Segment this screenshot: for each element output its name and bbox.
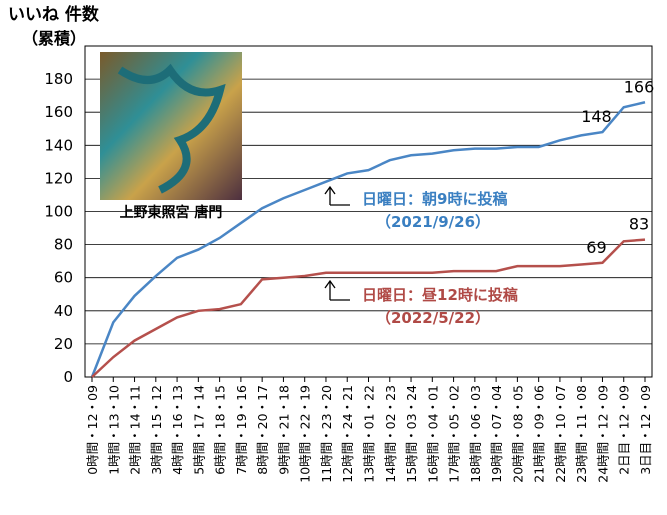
y-tick-label: 140: [44, 136, 73, 154]
x-tick-label: 22時間・10・07: [553, 385, 568, 483]
y-tick-label: 60: [54, 269, 73, 287]
x-tick-label: 19時間・07・04: [489, 385, 504, 483]
x-tick-label: 23時間・11・08: [574, 385, 589, 483]
x-tick-label: 13時間・01・22: [362, 385, 377, 483]
annotation-arrow: [324, 185, 350, 301]
y-axis-label: （累積）: [22, 29, 86, 48]
x-tick-label: 1時間・13・10: [106, 385, 121, 475]
series-note: （2022/5/22）: [376, 309, 490, 327]
data-label: 148: [581, 107, 612, 126]
y-tick-label: 80: [54, 236, 73, 254]
series-line: [91, 238, 646, 378]
x-tick-label: 10時間・22・19: [298, 385, 313, 483]
photo-detail: [117, 63, 226, 194]
data-label: 83: [629, 215, 649, 234]
y-tick-label: 40: [54, 302, 73, 320]
x-tick-label: 20時間・08・05: [510, 385, 525, 483]
x-tick-label: 11時間・23・20: [319, 385, 334, 483]
x-tick-label: 6時間・18・15: [213, 385, 228, 475]
x-tick-label: 8時間・20・17: [255, 385, 270, 475]
x-tick-label: 18時間・06・03: [468, 385, 483, 483]
x-tick-label: 5時間・17・14: [191, 385, 206, 475]
x-tick-label: 12時間・24・21: [340, 385, 355, 483]
x-tick-label: 2時間・14・11: [128, 385, 143, 475]
series-annotation: 日曜日：朝9時に投稿: [362, 190, 507, 208]
y-tick-label: 100: [44, 203, 73, 221]
x-tick-label: 9時間・21・18: [276, 385, 291, 475]
x-tick-label: 3時間・15・12: [149, 385, 164, 475]
x-tick-label: 3日目・12・09: [638, 385, 653, 475]
data-label: 69: [586, 238, 606, 257]
x-tick-label: 15時間・03・24: [404, 385, 419, 483]
x-tick-label: 7時間・19・16: [234, 385, 249, 475]
x-tick-label: 4時間・16・13: [170, 385, 185, 475]
x-tick-label: 14時間・02・23: [383, 385, 398, 483]
photo-caption: 上野東照宮 唐門: [120, 204, 223, 221]
y-tick-label: 180: [44, 70, 73, 88]
data-label: 166: [624, 77, 655, 96]
series-line: [90, 101, 646, 378]
x-tick-label: 17時間・05・02: [447, 385, 462, 483]
y-tick-label: 160: [44, 103, 73, 121]
x-tick-label: 16時間・04・01: [425, 385, 440, 483]
x-tick-label: 24時間・12・09: [595, 385, 610, 483]
x-tick-label: 21時間・09・06: [532, 385, 547, 483]
y-tick-label: 0: [63, 368, 73, 386]
y-tick-label: 120: [44, 169, 73, 187]
x-tick-label: 2日目・12・09: [617, 385, 632, 475]
series-annotation: 日曜日：昼12時に投稿: [362, 286, 518, 304]
y-tick-label: 20: [54, 335, 73, 353]
series-note: （2021/9/26）: [376, 213, 490, 231]
chart-title: いいね 件数: [8, 4, 100, 25]
x-tick-label: 0時間・12・09: [85, 385, 100, 475]
